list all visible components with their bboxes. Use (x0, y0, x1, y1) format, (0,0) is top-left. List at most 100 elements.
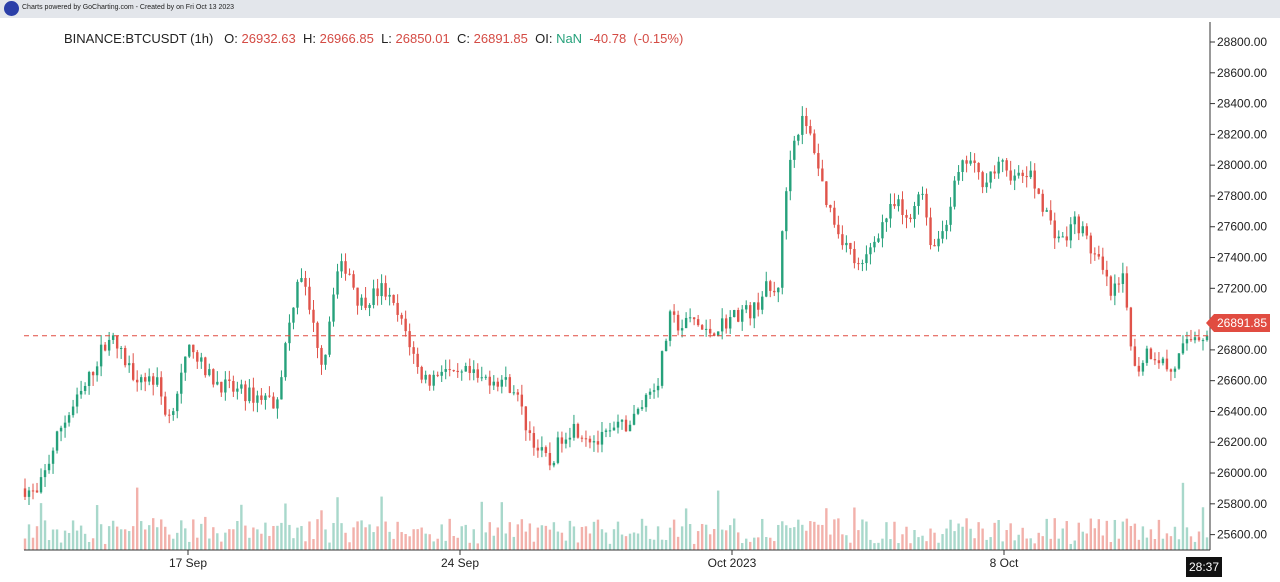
volume-bar (901, 534, 904, 550)
candle-body (885, 218, 888, 223)
gocharting-logo-icon (4, 1, 19, 16)
volume-bar (921, 535, 924, 550)
candle-body (23, 488, 27, 497)
volume-bar (692, 543, 696, 550)
price-tick-label: 28600.00 (1217, 66, 1267, 80)
volume-bar (43, 520, 47, 550)
candle-body (236, 388, 239, 392)
volume-bar (773, 541, 776, 550)
volume-bar (372, 532, 375, 550)
volume-bar (925, 541, 928, 550)
volume-bar (476, 543, 479, 550)
volume-bar (1085, 533, 1088, 550)
candle-body (1049, 210, 1052, 221)
candle-body (1041, 193, 1044, 212)
candle-body (949, 206, 952, 225)
volume-bar (600, 529, 604, 550)
candle-body (39, 477, 43, 493)
candle-body (708, 328, 712, 334)
volume-bar (83, 533, 87, 550)
volume-bar (1093, 528, 1097, 550)
candle-body (1025, 175, 1028, 178)
candle-body (1177, 353, 1181, 369)
candle-body (793, 140, 796, 160)
candle-body (845, 242, 848, 246)
candle-body (624, 419, 628, 432)
candle-body (43, 470, 47, 478)
ohlc-legend: BINANCE:BTCUSDT (1h) O: 26932.63 H: 2696… (64, 31, 683, 46)
volume-bar (817, 524, 820, 550)
candle-body (1105, 269, 1109, 277)
open-value: 26932.63 (241, 31, 296, 46)
volume-bar (584, 526, 588, 550)
volume-bar (348, 542, 351, 550)
volume-bar (320, 510, 323, 550)
volume-bar (965, 518, 968, 550)
volume-bar (156, 527, 159, 550)
candle-body (1161, 358, 1165, 364)
price-tick-label: 27800.00 (1217, 189, 1267, 203)
volume-bar (308, 521, 311, 550)
volume-bar (428, 534, 431, 550)
candle-body (276, 399, 279, 409)
volume-bar (244, 525, 247, 550)
open-label: O: (224, 31, 238, 46)
candle-body (1165, 358, 1169, 370)
candle-body (825, 181, 828, 205)
candle-body (264, 395, 267, 400)
volume-bar (1169, 536, 1173, 550)
candle-body (893, 204, 896, 207)
volume-bar (1181, 482, 1185, 550)
volume-bar (728, 525, 732, 550)
candle-body (676, 314, 680, 331)
volume-bar (336, 497, 339, 550)
price-tick-label: 26800.00 (1217, 343, 1267, 357)
volume-bar (520, 519, 524, 550)
candle-body (440, 371, 443, 376)
volume-bar (1073, 540, 1076, 550)
candle-body (176, 393, 179, 412)
candle-body (1001, 160, 1004, 162)
volume-bar (196, 537, 199, 550)
candle-body (460, 371, 463, 373)
volume-bar (660, 539, 664, 550)
volume-bar (825, 508, 828, 550)
volume-bar (1185, 527, 1189, 550)
candle-body (388, 294, 391, 297)
candle-body (224, 379, 227, 393)
volume-bar (380, 496, 383, 550)
volume-bar (592, 521, 596, 550)
volume-bar (55, 529, 59, 550)
candle-body (216, 381, 219, 385)
volume-bar (111, 520, 115, 550)
candle-body (1205, 335, 1209, 341)
candle-body (616, 421, 620, 428)
candle-body (640, 407, 644, 409)
volume-bar (1141, 526, 1145, 550)
candle-body (1133, 346, 1137, 366)
oi-value: NaN (556, 31, 583, 46)
price-chart[interactable]: 28800.00 28600.00 28400.00 28200.00 28000.00… (0, 18, 1280, 582)
candle-body (1173, 368, 1177, 372)
candle-body (55, 431, 59, 451)
volume-bar (604, 532, 608, 550)
volume-bars (23, 482, 1209, 550)
candle-body (1065, 236, 1068, 241)
volume-bar (27, 524, 31, 550)
candle-body (27, 490, 31, 497)
volume-bar (1129, 525, 1133, 550)
chart-area[interactable]: 28800.00 28600.00 28400.00 28200.00 28000.00… (0, 18, 1280, 582)
candle-body (364, 297, 367, 308)
volume-bar (1041, 536, 1044, 550)
volume-bar (953, 531, 956, 550)
volume-bar (456, 537, 459, 550)
volume-bar (616, 521, 620, 550)
candle-body (1121, 273, 1125, 284)
volume-bar (841, 534, 844, 550)
volume-bar (216, 533, 219, 550)
volume-bar (700, 523, 704, 550)
candle-body (308, 286, 311, 310)
candle-body (953, 180, 956, 207)
volume-bar (528, 523, 532, 550)
candle-body (424, 374, 427, 380)
